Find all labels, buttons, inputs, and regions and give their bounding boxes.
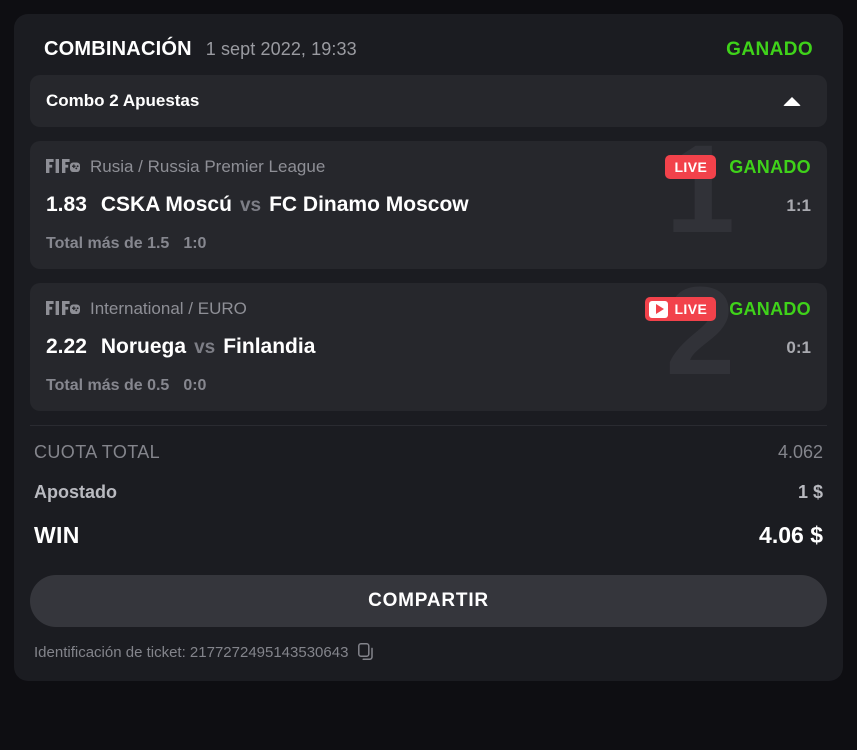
live-label: LIVE [674, 159, 708, 175]
bet-league-row: International / EURO LIVE GANADO [46, 297, 811, 321]
bet-pick-score: 0:0 [183, 377, 207, 394]
page-title: COMBINACIÓN [44, 38, 192, 60]
combo-header-bar[interactable]: Combo 2 Apuestas [30, 75, 827, 127]
ticket-header: COMBINACIÓN 1 sept 2022, 19:33 GANADO [30, 30, 827, 75]
stake-label: Apostado [34, 482, 117, 502]
ticket-id-text: Identificación de ticket: 21772724951435… [34, 643, 349, 661]
win-label: WIN [34, 522, 80, 548]
ticket-summary: CUOTA TOTAL 4.062 Apostado 1 $ WIN 4.06 … [30, 425, 827, 549]
stake-row: Apostado 1 $ [34, 482, 823, 503]
combo-label: Combo 2 Apuestas [46, 91, 200, 110]
bet-selection-row[interactable]: 2 [30, 283, 827, 411]
vs-separator: vs [194, 337, 216, 358]
live-label: LIVE [674, 301, 708, 317]
home-team-name: CSKA Moscú [100, 193, 232, 216]
bet-pick-row: Total más de 1.5 1:0 [46, 235, 811, 253]
bet-pick-label: Total más de 1.5 [46, 235, 170, 252]
total-odds-value: 4.062 [777, 442, 823, 462]
share-button-label: COMPARTIR [368, 590, 489, 611]
win-value: 4.06 $ [759, 522, 823, 548]
total-odds-row: CUOTA TOTAL 4.062 [34, 442, 823, 463]
match-score: 0:1 [786, 338, 811, 357]
home-team-name: Noruega [100, 335, 187, 358]
ticket-date: 1 sept 2022, 19:33 [205, 39, 357, 59]
bet-pick-label: Total más de 0.5 [46, 377, 170, 394]
bet-selection-row[interactable]: 1 [30, 141, 827, 269]
bet-match-row: 2.22 Noruega vs Finlandia 0:1 [46, 335, 811, 359]
ticket-id-row: Identificación de ticket: 21772724951435… [30, 627, 827, 671]
triangle-up-icon[interactable] [779, 88, 805, 114]
live-badge: LIVE [665, 155, 717, 179]
stake-value: 1 $ [797, 482, 823, 502]
live-stream-badge[interactable]: LIVE [645, 297, 717, 321]
away-team-name: FC Dinamo Moscow [269, 193, 469, 216]
play-icon [649, 300, 669, 318]
bet-status-group: LIVE GANADO [665, 155, 811, 179]
bet-odds: 2.22 [46, 335, 87, 358]
fifa-esports-icon [46, 301, 80, 315]
bet-odds: 1.83 [46, 193, 87, 216]
bet-pick-row: Total más de 0.5 0:0 [46, 377, 811, 395]
total-odds-label: CUOTA TOTAL [34, 442, 161, 462]
league-name: International / EURO [90, 299, 247, 318]
copy-icon[interactable] [358, 643, 375, 661]
status-badge: GANADO [726, 39, 813, 60]
bet-league-row: Rusia / Russia Premier League LIVE GANAD… [46, 155, 811, 179]
bet-pick-score: 1:0 [183, 235, 207, 252]
vs-separator: vs [239, 195, 262, 216]
bet-status-badge: GANADO [729, 298, 811, 319]
match-score: 1:1 [786, 196, 811, 215]
win-row: WIN 4.06 $ [34, 522, 823, 549]
league-name: Rusia / Russia Premier League [90, 157, 326, 176]
bet-status-badge: GANADO [729, 156, 811, 177]
away-team-name: Finlandia [223, 335, 316, 358]
fifa-esports-icon [46, 159, 80, 173]
bet-match-row: 1.83 CSKA Moscú vs FC Dinamo Moscow 1:1 [46, 193, 811, 217]
bet-ticket-card: COMBINACIÓN 1 sept 2022, 19:33 GANADO Co… [14, 14, 843, 681]
bet-status-group: LIVE GANADO [645, 297, 811, 321]
share-button[interactable]: COMPARTIR [30, 575, 827, 627]
